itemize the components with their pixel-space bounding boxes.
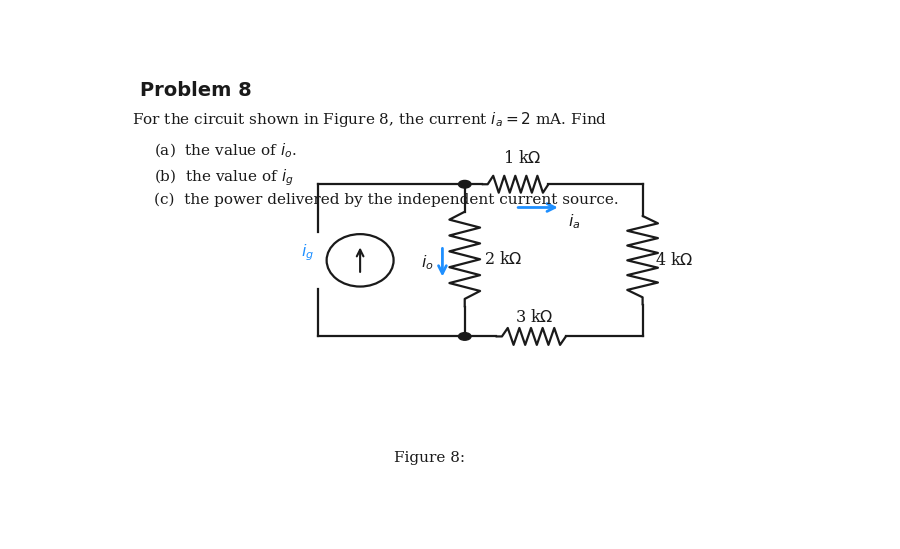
Text: $i_o$: $i_o$ [421,253,434,272]
Text: 1 k$\Omega$: 1 k$\Omega$ [503,150,542,167]
Text: 3 k$\Omega$: 3 k$\Omega$ [515,309,554,326]
Circle shape [458,333,471,340]
Text: Problem 8: Problem 8 [140,81,252,100]
Text: Figure 8:: Figure 8: [394,451,465,466]
Circle shape [458,181,471,188]
Text: $i_a$: $i_a$ [568,212,580,231]
Text: (c)  the power delivered by the independent current source.: (c) the power delivered by the independe… [155,193,619,207]
Text: $i_g$: $i_g$ [301,243,314,263]
Text: (b)  the value of $i_g$: (b) the value of $i_g$ [155,167,294,188]
Text: 2 k$\Omega$: 2 k$\Omega$ [484,251,523,268]
Text: For the circuit shown in Figure 8, the current $i_a = 2$ mA. Find: For the circuit shown in Figure 8, the c… [132,110,608,129]
Text: (a)  the value of $i_o$.: (a) the value of $i_o$. [155,142,297,160]
Text: 4 k$\Omega$: 4 k$\Omega$ [655,252,694,269]
